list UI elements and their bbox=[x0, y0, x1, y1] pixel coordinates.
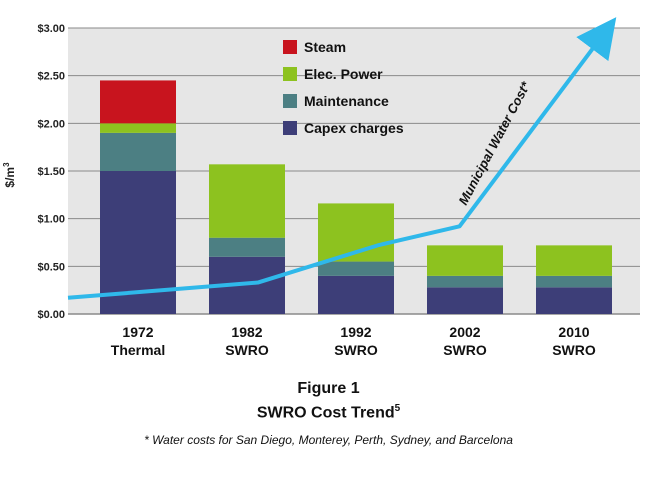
legend-entry: Elec. Power bbox=[304, 66, 383, 82]
y-tick-label: $0.50 bbox=[37, 261, 65, 273]
x-tick-label: SWRO bbox=[225, 342, 269, 358]
figure-caption-text: SWRO Cost Trend bbox=[256, 404, 395, 422]
legend-swatch bbox=[283, 94, 297, 108]
x-tick-label: SWRO bbox=[552, 342, 596, 358]
y-axis-label: $/m3 bbox=[2, 162, 17, 188]
legend-entry: Steam bbox=[304, 39, 346, 55]
y-tick-label: $2.00 bbox=[37, 118, 65, 130]
y-tick-label: $2.50 bbox=[37, 71, 65, 83]
bar-segment bbox=[100, 123, 176, 133]
legend-swatch bbox=[283, 121, 297, 135]
legend-swatch bbox=[283, 40, 297, 54]
bar-segment bbox=[209, 237, 285, 257]
municipal-water-cost-line bbox=[67, 17, 617, 300]
x-tick-label: 2002 bbox=[449, 324, 480, 340]
legend-entry: Capex charges bbox=[304, 120, 404, 136]
x-tick-label: 1992 bbox=[340, 324, 371, 340]
bar-segment bbox=[427, 275, 503, 288]
bar-segment bbox=[427, 245, 503, 276]
x-tick-label: Thermal bbox=[111, 342, 165, 358]
y-tick-label: $0.00 bbox=[37, 309, 65, 321]
y-tick-label: $3.00 bbox=[37, 23, 65, 35]
bar-segment bbox=[318, 261, 394, 276]
bar-segment bbox=[100, 80, 176, 124]
figure-caption-sup: 5 bbox=[394, 403, 401, 414]
bar-segment bbox=[536, 245, 612, 276]
figure-caption: SWRO Cost Trend5 bbox=[0, 403, 657, 422]
x-tick-label: SWRO bbox=[334, 342, 378, 358]
bar-segment bbox=[209, 164, 285, 238]
x-tick-label: 1972 bbox=[122, 324, 153, 340]
x-tick-label: 1982 bbox=[231, 324, 262, 340]
bar-segment bbox=[100, 132, 176, 171]
bar-segment bbox=[536, 275, 612, 288]
bar-segment bbox=[536, 287, 612, 314]
bar-segment bbox=[427, 287, 503, 314]
figure-footnote: * Water costs for San Diego, Monterey, P… bbox=[144, 433, 513, 447]
legend-entry: Maintenance bbox=[304, 93, 389, 109]
y-axis-label-sup: 3 bbox=[2, 162, 11, 167]
legend-swatch bbox=[283, 67, 297, 81]
x-tick-label: 2010 bbox=[558, 324, 589, 340]
figure-label: Figure 1 bbox=[297, 380, 360, 397]
y-tick-label: $1.50 bbox=[37, 166, 65, 178]
x-tick-label: SWRO bbox=[443, 342, 487, 358]
bar-segment bbox=[318, 275, 394, 314]
y-tick-label: $1.00 bbox=[37, 214, 65, 226]
